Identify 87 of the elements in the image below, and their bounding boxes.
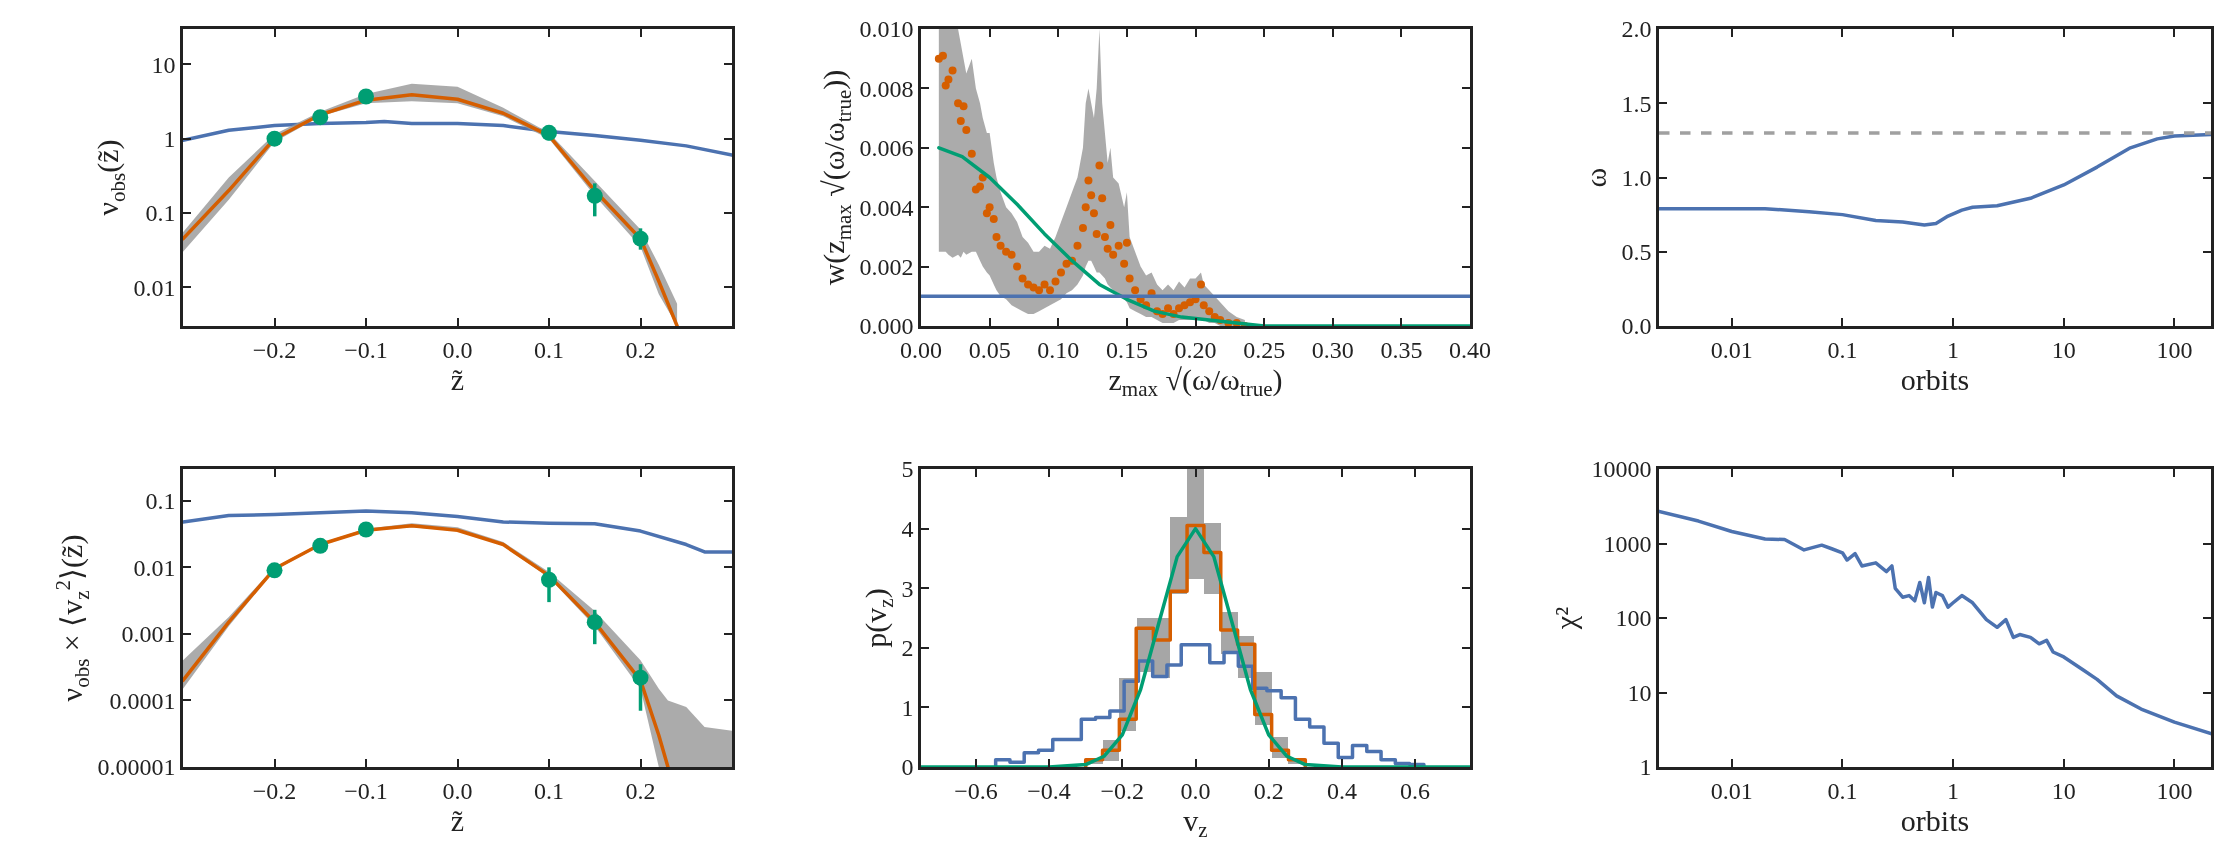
- x-tick-label: 0.0: [442, 336, 473, 363]
- y-tick-label: 0.1: [145, 200, 176, 227]
- x-tick-label: 0.2: [1253, 777, 1284, 804]
- y-tick-label: 3: [901, 575, 914, 602]
- line-series: [183, 509, 732, 554]
- y-tick-label: 10000: [1591, 456, 1652, 483]
- x-axis-title: z$_{max}$ √(ω/ω$_{true}$): [1108, 363, 1283, 402]
- x-tick-label: 0.05: [968, 336, 1011, 363]
- x-tick-label: 10: [2051, 336, 2076, 363]
- x-axis-title: orbits: [1900, 804, 1970, 838]
- x-tick-label: 0.0: [1180, 777, 1211, 804]
- y-tick-label: 1: [1639, 754, 1652, 781]
- x-tick-label: 0.01: [1710, 336, 1753, 363]
- point: [358, 88, 374, 105]
- x-tick-label: 0.2: [625, 336, 656, 363]
- y-tick-label: 100: [1615, 605, 1652, 632]
- y-tick-label: 0.0001: [109, 687, 176, 714]
- x-tick-label: 0.1: [534, 336, 564, 363]
- x-tick-label: 0.0: [442, 777, 473, 804]
- point: [586, 187, 603, 204]
- x-tick-label: −0.2: [1100, 777, 1145, 804]
- y-tick-label: 1.5: [1621, 90, 1652, 117]
- y-tick-label: 0.01: [133, 274, 176, 301]
- x-tick-label: 0.6: [1400, 777, 1431, 804]
- y-tick-label: 0.1: [145, 488, 176, 515]
- y-tick-label: 0.5: [1621, 239, 1652, 266]
- x-tick-label: 10: [2051, 777, 2076, 804]
- x-tick-label: 0.01: [1710, 777, 1753, 804]
- x-axis-title: orbits: [1900, 363, 1970, 397]
- x-tick-label: −0.2: [252, 777, 297, 804]
- x-tick-label: 0.20: [1174, 336, 1217, 363]
- x-tick-label: −0.6: [954, 777, 998, 804]
- x-tick-label: 0.35: [1380, 336, 1423, 363]
- point: [266, 562, 283, 579]
- y-tick-label: 0.0: [1621, 313, 1652, 340]
- x-axis-title: z̃: [450, 804, 465, 838]
- y-tick-label: 0.004: [859, 194, 914, 221]
- x-tick-label: −0.1: [344, 336, 388, 363]
- y-tick-label: 2.0: [1621, 16, 1652, 43]
- line-series: [921, 526, 1470, 767]
- y-tick-label: 0.008: [859, 75, 914, 102]
- y-tick-label: 5: [901, 456, 914, 483]
- y-tick-label: 0: [901, 754, 914, 781]
- y-tick-label: 1000: [1603, 530, 1652, 557]
- point: [312, 537, 329, 554]
- x-axis-title: v$_{z}$: [1183, 804, 1208, 843]
- x-tick-label: 0.30: [1311, 336, 1354, 363]
- x-tick-label: 1: [1947, 777, 1960, 804]
- y-axis-title: ω: [1579, 167, 1613, 188]
- x-tick-label: −0.1: [344, 777, 388, 804]
- x-tick-label: 0.1: [1827, 336, 1858, 363]
- point: [266, 130, 283, 147]
- x-tick-label: 1: [1947, 336, 1960, 363]
- y-tick-label: 10: [151, 51, 176, 78]
- y-tick-label: 10: [1627, 679, 1652, 706]
- point: [312, 109, 329, 126]
- y-tick-label: 0.006: [859, 135, 914, 162]
- x-tick-label: 0.15: [1105, 336, 1148, 363]
- point: [358, 521, 374, 538]
- y-tick-label: 0.002: [859, 254, 914, 280]
- point: [632, 230, 649, 247]
- x-tick-label: 0.1: [534, 777, 564, 804]
- x-axis-title: z̃: [450, 363, 465, 397]
- y-tick-label: 0.001: [121, 621, 176, 648]
- y-tick-label: 0.010: [859, 16, 914, 43]
- x-tick-label: 0.4: [1326, 777, 1357, 804]
- y-tick-label: 2: [901, 635, 914, 662]
- y-tick-label: 0.00001: [97, 754, 176, 781]
- x-tick-label: 0.2: [625, 777, 656, 804]
- x-tick-label: −0.2: [252, 336, 297, 363]
- x-tick-label: 0.40: [1449, 336, 1491, 363]
- line-series: [937, 146, 1470, 326]
- x-tick-label: 0.1: [1827, 777, 1858, 804]
- x-tick-label: 0.25: [1243, 336, 1286, 363]
- point: [586, 614, 603, 631]
- x-tick-label: 0.10: [1037, 336, 1080, 363]
- y-axis-title: χ²: [1549, 606, 1583, 631]
- y-tick-label: 1: [163, 126, 176, 153]
- point: [632, 669, 649, 686]
- x-tick-label: −0.4: [1027, 777, 1071, 804]
- y-tick-label: 1: [901, 694, 914, 721]
- y-tick-label: 4: [901, 516, 914, 542]
- y-tick-label: 1.0: [1621, 164, 1652, 191]
- point: [541, 571, 557, 588]
- x-tick-label: 100: [2156, 777, 2193, 804]
- y-tick-label: 0.01: [133, 554, 176, 581]
- x-tick-label: 100: [2156, 336, 2193, 363]
